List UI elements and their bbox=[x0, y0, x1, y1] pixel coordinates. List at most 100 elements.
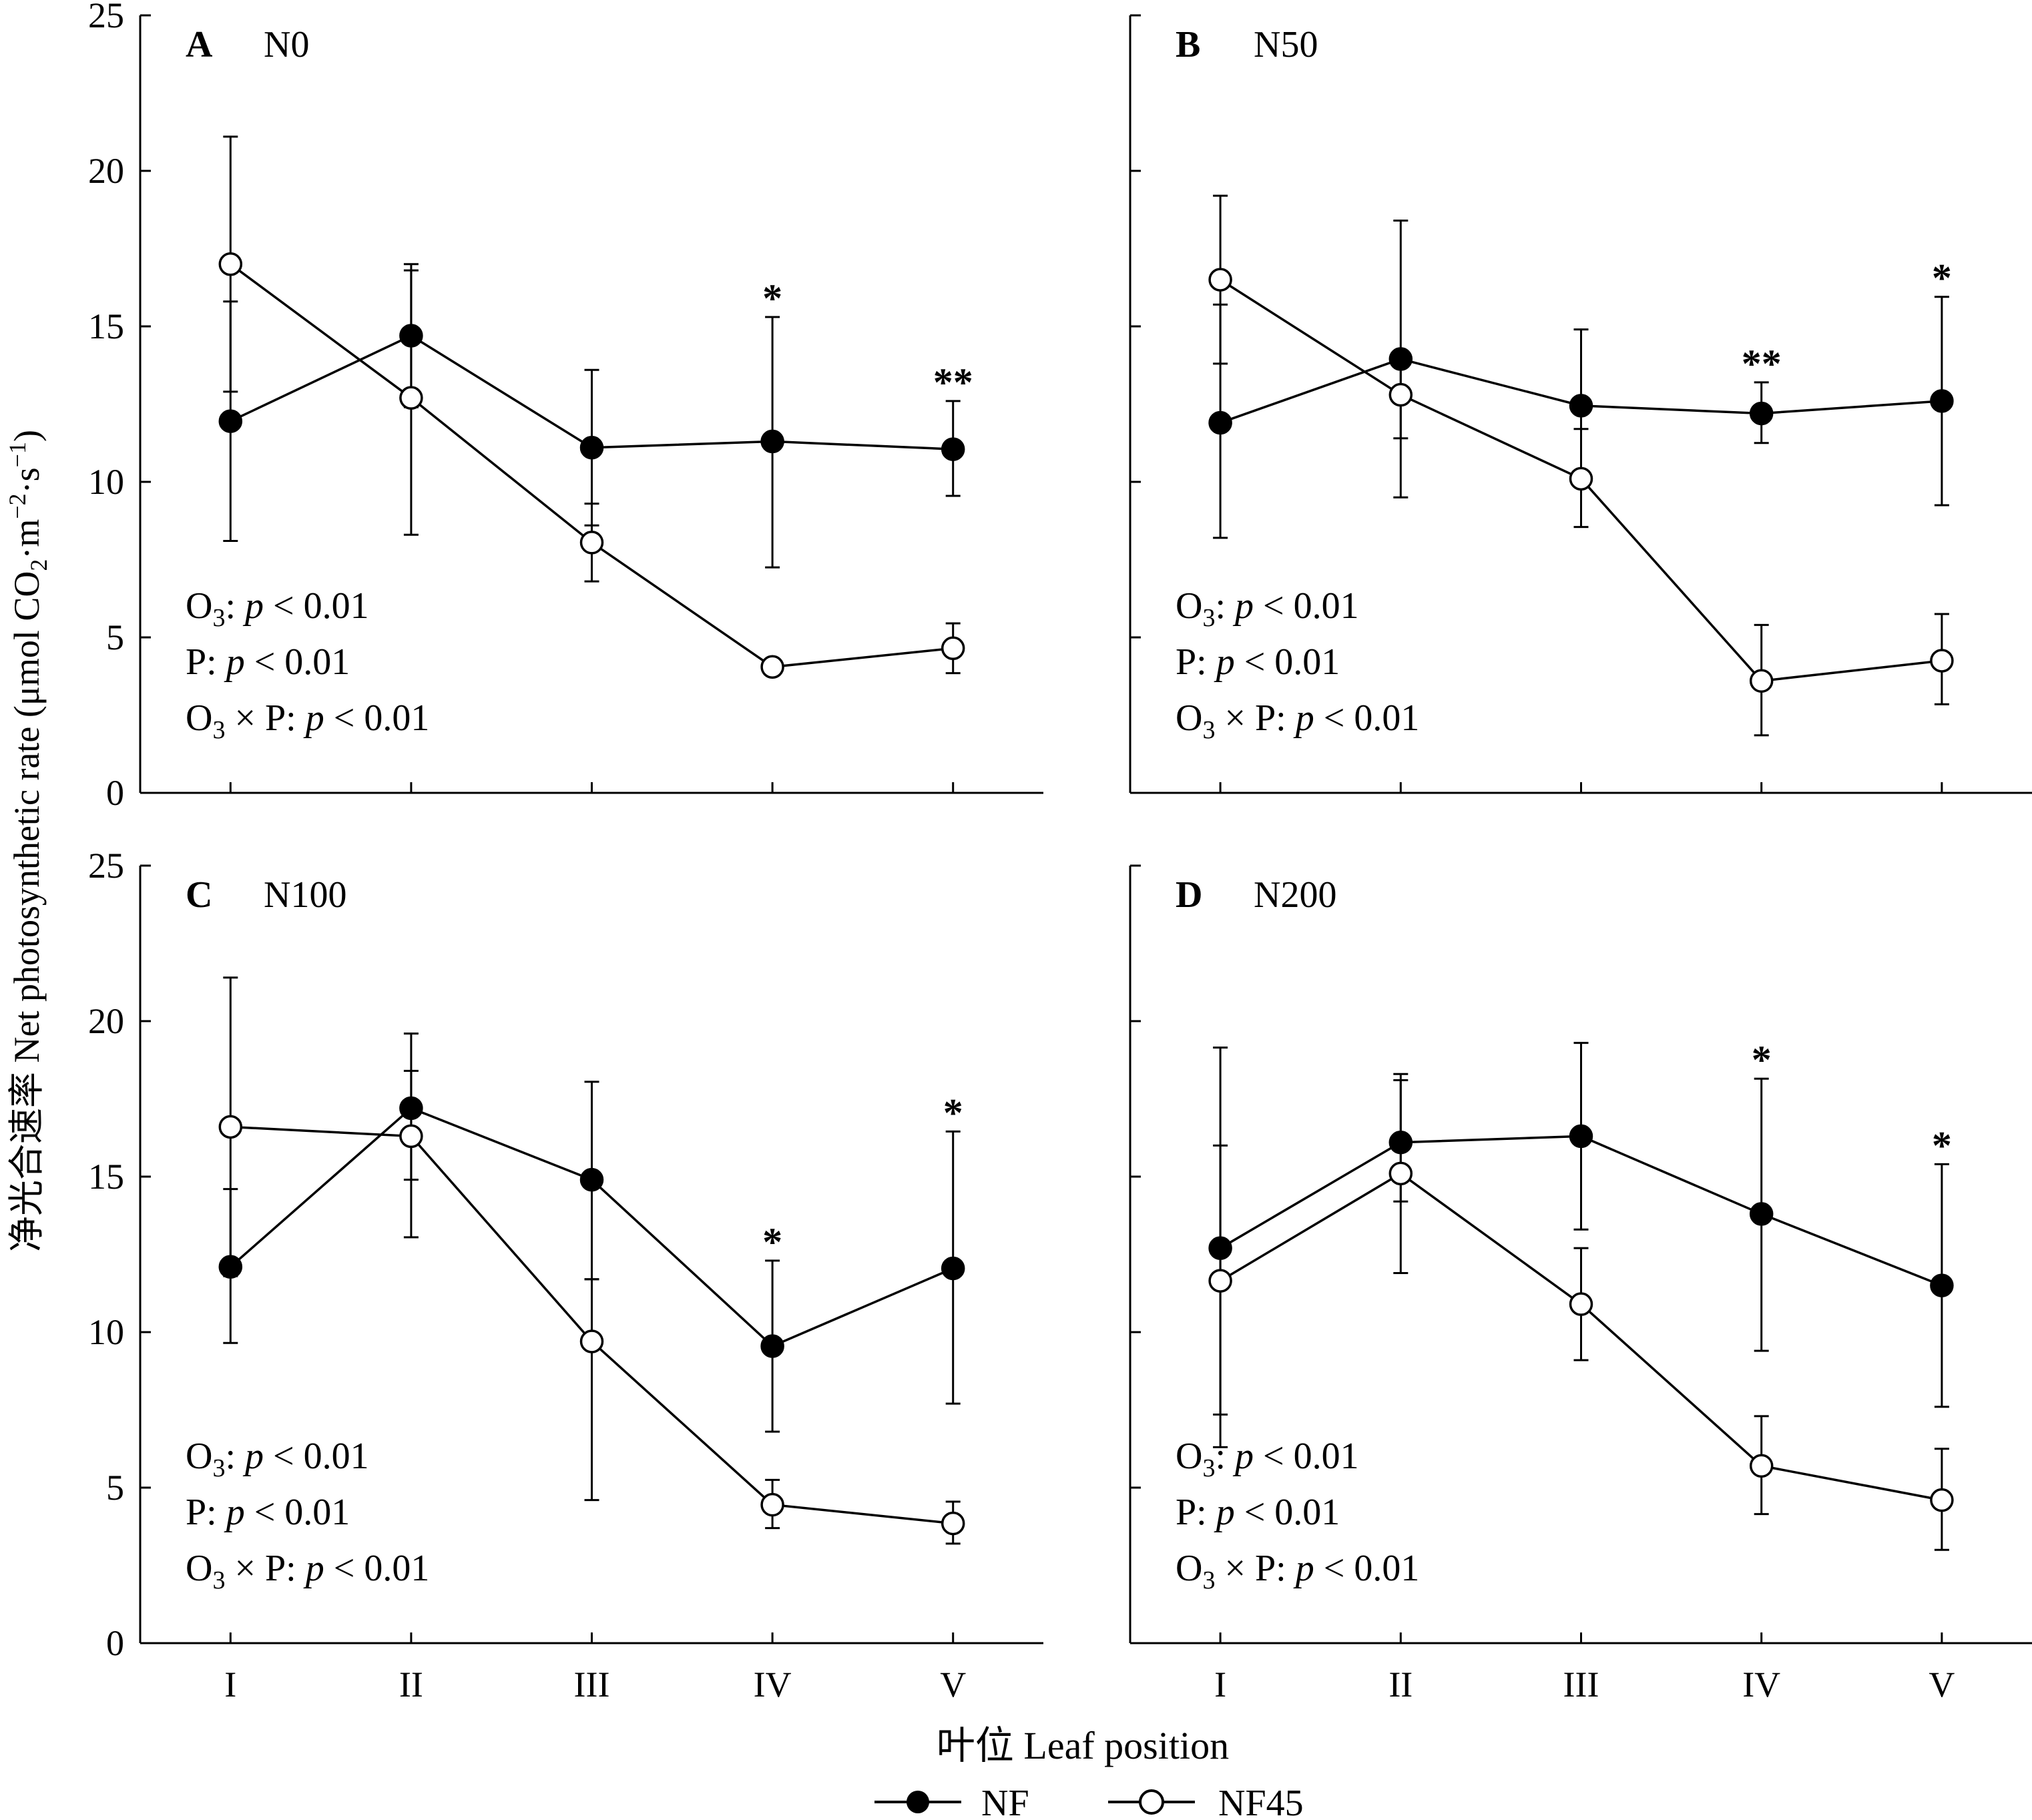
stats-line: O3: p < 0.01 bbox=[1176, 1436, 1359, 1482]
x-tick-label: II bbox=[1388, 1664, 1413, 1705]
stats-line: P: p < 0.01 bbox=[1176, 641, 1340, 683]
y-tick-label: 5 bbox=[106, 617, 124, 657]
significance-mark: * bbox=[1752, 1038, 1772, 1082]
data-point bbox=[941, 1256, 965, 1281]
series-nf45 bbox=[218, 135, 965, 679]
x-tick-label: IV bbox=[754, 1664, 792, 1705]
data-point bbox=[399, 1124, 423, 1149]
significance-mark: * bbox=[762, 1220, 782, 1264]
series-nf bbox=[1208, 1042, 1954, 1448]
data-point bbox=[941, 437, 965, 461]
data-point bbox=[1749, 401, 1774, 426]
y-axis-label: 净光合速率 Net photosynthetic rate (μmol CO2·… bbox=[4, 430, 52, 1252]
stats-line: O3: p < 0.01 bbox=[1176, 585, 1359, 632]
panel-label: A bbox=[186, 24, 213, 65]
data-point bbox=[1208, 268, 1232, 292]
series-nf45 bbox=[218, 976, 965, 1545]
data-point bbox=[1569, 1292, 1593, 1316]
y-tick-label: 25 bbox=[88, 846, 124, 886]
stats-line: O3: p < 0.01 bbox=[186, 585, 369, 632]
series-nf45 bbox=[1208, 194, 1954, 737]
x-tick-label: IV bbox=[1742, 1664, 1780, 1705]
data-point bbox=[1569, 467, 1593, 491]
stats-line: O3 × P: p < 0.01 bbox=[186, 697, 429, 744]
data-point bbox=[1930, 649, 1954, 673]
stats-line: O3: p < 0.01 bbox=[186, 1436, 369, 1482]
x-tick-label: I bbox=[224, 1664, 236, 1705]
panel-label: C bbox=[186, 874, 212, 916]
data-point bbox=[760, 429, 784, 454]
series-nf bbox=[1208, 220, 1954, 539]
y-tick-label: 15 bbox=[88, 306, 124, 346]
data-point bbox=[760, 655, 784, 679]
panel-title: N0 bbox=[264, 24, 309, 65]
data-point bbox=[1388, 382, 1413, 407]
significance-mark: ** bbox=[933, 360, 973, 404]
panel-title: N200 bbox=[1254, 874, 1336, 916]
y-tick-label: 15 bbox=[88, 1157, 124, 1197]
data-point bbox=[760, 1492, 784, 1517]
data-point bbox=[1569, 1124, 1593, 1149]
x-tick-label: II bbox=[399, 1664, 423, 1705]
data-point bbox=[1208, 410, 1232, 435]
data-point bbox=[760, 1334, 784, 1358]
panel-title: N100 bbox=[264, 874, 346, 916]
x-axis-label: 叶位 Leaf position bbox=[937, 1724, 1229, 1767]
y-tick-label: 0 bbox=[106, 1623, 124, 1663]
x-tick-label: V bbox=[1929, 1664, 1955, 1705]
data-point bbox=[218, 409, 243, 433]
x-tick-label: III bbox=[1563, 1664, 1599, 1705]
data-point bbox=[218, 1115, 243, 1139]
data-point bbox=[1930, 1488, 1954, 1512]
y-tick-label: 20 bbox=[88, 151, 124, 191]
legend: NF NF45 bbox=[874, 1783, 1304, 1820]
stats-line: O3 × P: p < 0.01 bbox=[1176, 1548, 1419, 1594]
stats-line: O3 × P: p < 0.01 bbox=[186, 1548, 429, 1594]
data-point bbox=[579, 1167, 604, 1192]
legend-item-nf45: NF45 bbox=[1108, 1783, 1304, 1820]
data-point bbox=[399, 386, 423, 410]
legend-item-nf: NF bbox=[874, 1783, 1029, 1820]
stats-line: P: p < 0.01 bbox=[186, 641, 350, 683]
y-tick-label: 5 bbox=[106, 1468, 124, 1508]
significance-mark: ** bbox=[1742, 342, 1782, 386]
significance-mark: * bbox=[762, 276, 782, 320]
panel-label: D bbox=[1176, 874, 1202, 916]
data-point bbox=[941, 1511, 965, 1536]
y-tick-label: 0 bbox=[106, 773, 124, 813]
x-tick-label: V bbox=[940, 1664, 966, 1705]
y-tick-label: 10 bbox=[88, 1312, 124, 1352]
svg-text:NF45: NF45 bbox=[1218, 1783, 1304, 1820]
x-tick-label: I bbox=[1214, 1664, 1226, 1705]
y-tick-label: 20 bbox=[88, 1001, 124, 1041]
stats-line: P: p < 0.01 bbox=[1176, 1492, 1340, 1533]
data-point bbox=[1930, 389, 1954, 413]
svg-text:NF: NF bbox=[981, 1783, 1029, 1820]
data-point bbox=[1569, 394, 1593, 418]
data-point bbox=[1208, 1269, 1232, 1293]
panel-d: I II III IV VD N200**O3: p < 0.01P: p < 0.01O… bbox=[1129, 864, 2032, 1705]
data-point bbox=[941, 636, 965, 661]
data-point bbox=[1749, 669, 1774, 693]
significance-mark: * bbox=[1932, 256, 1952, 300]
series-nf45 bbox=[1208, 1079, 1954, 1551]
legend-marker-filled bbox=[907, 1791, 929, 1813]
data-point bbox=[579, 1329, 604, 1353]
significance-mark: * bbox=[1932, 1123, 1952, 1167]
data-point bbox=[1930, 1273, 1954, 1297]
x-tick-label: III bbox=[574, 1664, 610, 1705]
data-point bbox=[218, 252, 243, 276]
data-point bbox=[1388, 1161, 1413, 1186]
data-point bbox=[579, 531, 604, 555]
data-point bbox=[1749, 1202, 1774, 1226]
panel-label: B bbox=[1176, 24, 1200, 65]
stats-line: O3 × P: p < 0.01 bbox=[1176, 697, 1419, 744]
y-tick-label: 10 bbox=[88, 462, 124, 502]
data-point bbox=[1749, 1454, 1774, 1478]
stats-line: P: p < 0.01 bbox=[186, 1492, 350, 1533]
legend-marker-open bbox=[1139, 1789, 1164, 1815]
